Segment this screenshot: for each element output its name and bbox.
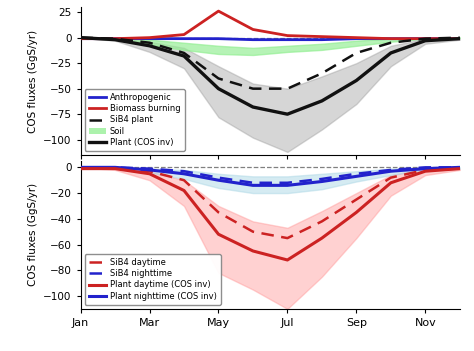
Y-axis label: COS fluxes (GgS/yr): COS fluxes (GgS/yr) — [27, 183, 37, 286]
Y-axis label: COS fluxes (GgS/yr): COS fluxes (GgS/yr) — [27, 29, 37, 133]
Legend: SiB4 daytime, SiB4 nighttime, Plant daytime (COS inv), Plant nighttime (COS inv): SiB4 daytime, SiB4 nighttime, Plant dayt… — [85, 254, 221, 305]
Legend: Anthropogenic, Biomass burning, SiB4 plant, Soil, Plant (COS inv): Anthropogenic, Biomass burning, SiB4 pla… — [85, 89, 184, 151]
